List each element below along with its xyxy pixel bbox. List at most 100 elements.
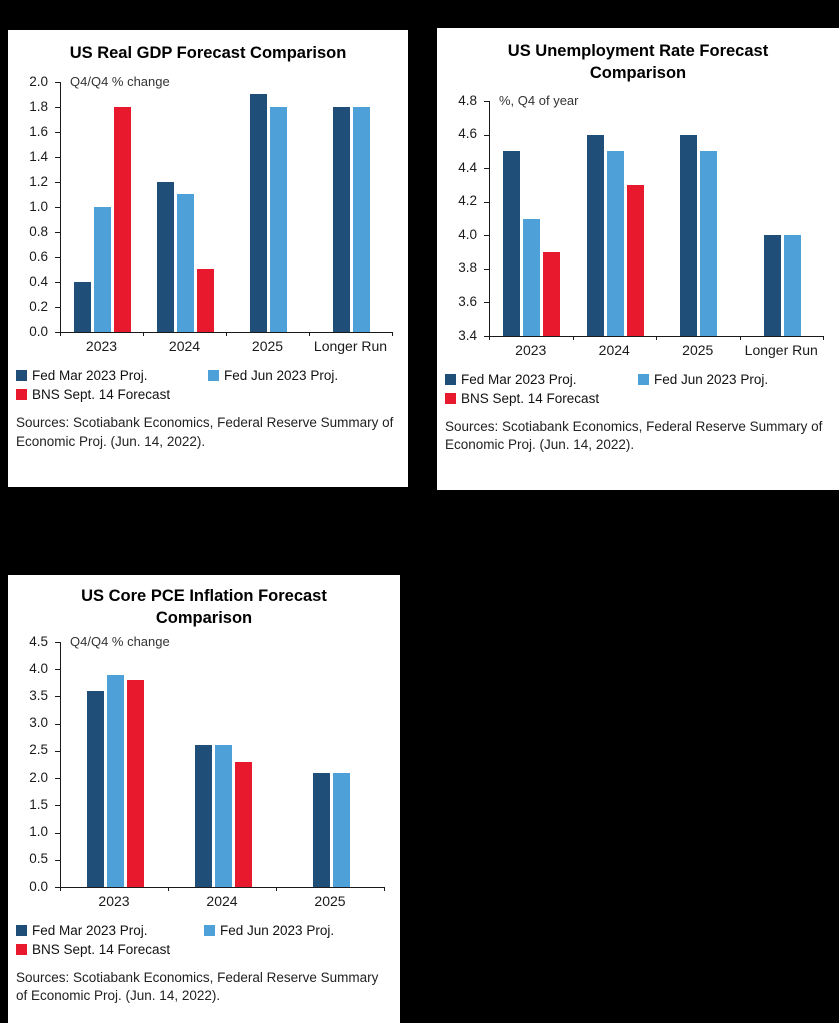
y-tick-label: 4.6 bbox=[458, 126, 477, 142]
y-tick-label: 0.2 bbox=[29, 299, 48, 315]
bar-group bbox=[61, 107, 144, 333]
y-tick-label: 3.0 bbox=[29, 715, 48, 731]
y-tick-mark bbox=[484, 234, 489, 236]
core-pce-forecast-chart-panel: US Core PCE Inflation Forecast Compariso… bbox=[8, 575, 400, 1023]
chart-legend: Fed Mar 2023 Proj. Fed Jun 2023 Proj. BNS … bbox=[16, 368, 400, 406]
bar-group bbox=[574, 134, 658, 336]
legend-swatch-icon bbox=[638, 373, 649, 385]
x-axis-label: 2023 bbox=[98, 892, 130, 909]
legend-item: Fed Mar 2023 Proj. bbox=[16, 368, 208, 383]
y-tick-label: 4.0 bbox=[458, 226, 477, 242]
y-tick-mark bbox=[484, 134, 489, 136]
axis-unit-note: %, Q4 of year bbox=[499, 92, 579, 108]
bar bbox=[312, 772, 330, 887]
y-tick-mark bbox=[484, 201, 489, 203]
legend-item: Fed Jun 2023 Proj. bbox=[208, 368, 400, 383]
legend-swatch-icon bbox=[445, 392, 456, 404]
y-tick-label: 0.5 bbox=[29, 851, 48, 867]
bar-group bbox=[144, 182, 227, 333]
x-tick-mark bbox=[309, 332, 310, 337]
y-tick-mark bbox=[55, 82, 60, 84]
legend-label: BNS Sept. 14 Forecast bbox=[461, 390, 600, 406]
unemployment-forecast-chart-panel: US Unemployment Rate Forecast Comparison… bbox=[437, 28, 839, 490]
y-tick-label: 2.5 bbox=[29, 742, 48, 758]
y-tick-label: 2.0 bbox=[29, 74, 48, 90]
chart-title: US Real GDP Forecast Comparison bbox=[69, 44, 347, 62]
y-tick-mark bbox=[484, 301, 489, 303]
legend-label: BNS Sept. 14 Forecast bbox=[32, 387, 171, 403]
x-axis-label: 2024 bbox=[206, 892, 238, 909]
bar bbox=[214, 744, 232, 887]
y-tick-mark bbox=[55, 832, 60, 834]
bar bbox=[332, 772, 350, 887]
x-axis-label: 2023 bbox=[515, 341, 547, 358]
bar bbox=[114, 107, 131, 333]
sources-note: Sources: Scotiabank Economics, Federal R… bbox=[16, 415, 394, 450]
legend-item: Fed Mar 2023 Proj. bbox=[16, 923, 204, 938]
y-tick-mark bbox=[55, 641, 60, 643]
legend-label: Fed Mar 2023 Proj. bbox=[461, 371, 577, 387]
y-tick-label: 1.4 bbox=[29, 149, 48, 165]
bar bbox=[86, 690, 104, 887]
y-tick-label: 0.6 bbox=[29, 249, 48, 265]
legend-swatch-icon bbox=[16, 370, 27, 382]
y-tick-mark bbox=[55, 157, 60, 159]
x-tick-mark bbox=[573, 335, 574, 340]
x-axis-label: 2025 bbox=[314, 892, 346, 909]
y-tick-mark bbox=[55, 207, 60, 209]
x-tick-mark bbox=[384, 886, 385, 891]
plot-area bbox=[60, 82, 393, 334]
y-tick-mark bbox=[55, 804, 60, 806]
x-axis-label: Longer Run bbox=[744, 341, 818, 358]
y-tick-label: 3.8 bbox=[458, 260, 477, 276]
y-tick-mark bbox=[55, 777, 60, 779]
x-axis-label: 2024 bbox=[168, 338, 201, 355]
gdp-bar-chart: 0.0 0.2 0.4 0.6 0.8 1.0 1.2 1.4 1.6 1.8 2.0 Q4/Q4 %… bbox=[16, 74, 400, 358]
x-tick-mark bbox=[740, 335, 741, 340]
legend-swatch-icon bbox=[445, 373, 456, 385]
x-axis-labels: 2023 2024 2025 bbox=[60, 893, 384, 909]
chart-legend: Fed Mar 2023 Proj. Fed Jun 2023 Proj. BNS … bbox=[445, 372, 831, 410]
x-axis-label: 2023 bbox=[85, 338, 118, 355]
y-tick-mark bbox=[55, 886, 60, 888]
bar-group bbox=[657, 134, 741, 336]
x-axis-labels: 2023 2024 2025 Longer Run bbox=[489, 342, 823, 358]
y-tick-label: 3.5 bbox=[29, 687, 48, 703]
bar bbox=[333, 107, 350, 333]
y-tick-mark bbox=[55, 723, 60, 725]
y-tick-mark bbox=[484, 335, 489, 337]
legend-swatch-icon bbox=[208, 370, 219, 382]
legend-swatch-icon bbox=[16, 924, 27, 936]
legend-item: Fed Mar 2023 Proj. bbox=[445, 372, 638, 387]
y-tick-mark bbox=[55, 132, 60, 134]
y-tick-mark bbox=[55, 107, 60, 109]
legend-label: Fed Mar 2023 Proj. bbox=[32, 922, 148, 938]
y-tick-mark bbox=[484, 167, 489, 169]
legend-item: BNS Sept. 14 Forecast bbox=[445, 391, 638, 406]
bar bbox=[503, 150, 521, 336]
y-tick-mark bbox=[55, 668, 60, 670]
y-tick-label: 1.8 bbox=[29, 99, 48, 115]
y-tick-label: 1.0 bbox=[29, 824, 48, 840]
bar bbox=[700, 150, 718, 336]
legend-swatch-icon bbox=[204, 924, 215, 936]
y-tick-label: 1.2 bbox=[29, 174, 48, 190]
y-tick-mark bbox=[55, 750, 60, 752]
bar bbox=[197, 269, 214, 333]
legend-label: Fed Mar 2023 Proj. bbox=[32, 368, 148, 384]
x-tick-mark bbox=[168, 886, 169, 891]
x-axis-label: 2025 bbox=[682, 341, 714, 358]
y-tick-label: 0.4 bbox=[29, 274, 48, 290]
x-tick-mark bbox=[392, 332, 393, 337]
y-tick-mark bbox=[484, 268, 489, 270]
y-tick-mark bbox=[55, 282, 60, 284]
x-tick-mark bbox=[226, 332, 227, 337]
x-tick-mark bbox=[143, 332, 144, 337]
bar bbox=[94, 207, 111, 333]
chart-legend: Fed Mar 2023 Proj. Fed Jun 2023 Proj. BNS … bbox=[16, 923, 392, 961]
bar bbox=[763, 234, 781, 336]
y-tick-label: 0.0 bbox=[29, 324, 48, 340]
y-tick-label: 1.5 bbox=[29, 796, 48, 812]
chart-title: US Core PCE Inflation Forecast Compariso… bbox=[81, 587, 327, 628]
